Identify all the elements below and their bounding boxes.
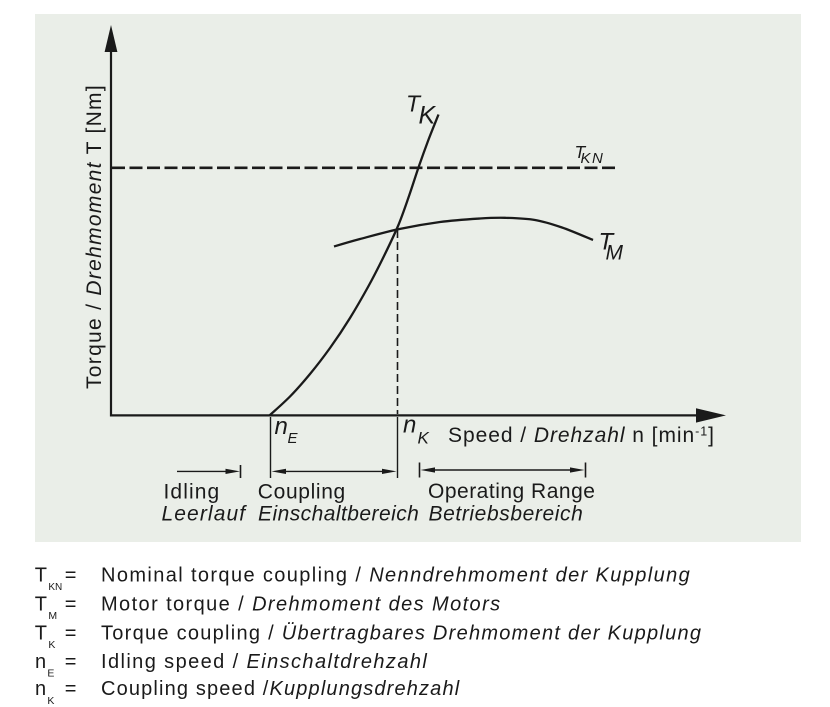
svg-text:=: = [65,564,77,586]
svg-text:T: T [599,229,616,256]
svg-text:T: T [35,594,47,616]
svg-text:T: T [35,564,47,586]
svg-text:K: K [47,695,54,707]
svg-text:E: E [288,430,299,447]
svg-text:K: K [48,639,55,651]
svg-text:Coupling speed /Kupplungsdrehz: Coupling speed /Kupplungsdrehzahl [101,678,460,700]
svg-text:Nominal torque coupling / Nenn: Nominal torque coupling / Nenndrehmoment… [101,564,691,586]
svg-text:T: T [406,91,422,117]
svg-text:KN: KN [581,150,605,167]
svg-text:T: T [35,623,47,645]
svg-text:=: = [65,623,77,645]
svg-text:Speed / Drehzahl n [min-1]: Speed / Drehzahl n [min-1] [448,424,715,447]
svg-text:K: K [419,102,437,130]
svg-text:Motor torque / Drehmoment des: Motor torque / Drehmoment des Motors [101,594,502,616]
svg-text:=: = [65,651,77,673]
svg-text:=: = [65,594,77,616]
svg-text:n: n [403,412,416,439]
svg-text:M: M [606,242,624,265]
svg-text:Idling: Idling [164,481,221,504]
svg-text:K: K [418,429,430,448]
svg-text:Torque / Drehmoment T [Nm]: Torque / Drehmoment T [Nm] [83,84,106,389]
svg-text:Einschaltbereich: Einschaltbereich [258,502,419,525]
svg-text:M: M [48,610,57,622]
svg-text:Coupling: Coupling [258,481,346,504]
svg-text:n: n [35,678,46,700]
svg-text:=: = [65,678,77,700]
svg-text:E: E [47,667,54,679]
svg-text:n: n [35,651,46,673]
svg-text:Operating Range: Operating Range [428,480,595,503]
svg-text:Betriebsbereich: Betriebsbereich [429,502,584,525]
svg-text:KN: KN [48,582,62,593]
svg-text:n: n [275,413,288,440]
svg-text:Leerlauf: Leerlauf [162,502,248,525]
svg-text:Torque coupling / Übertragbare: Torque coupling / Übertragbares Drehmome… [101,623,702,645]
svg-text:T: T [575,142,587,162]
svg-text:Idling speed / Einschaltdrehza: Idling speed / Einschaltdrehzahl [101,651,428,673]
